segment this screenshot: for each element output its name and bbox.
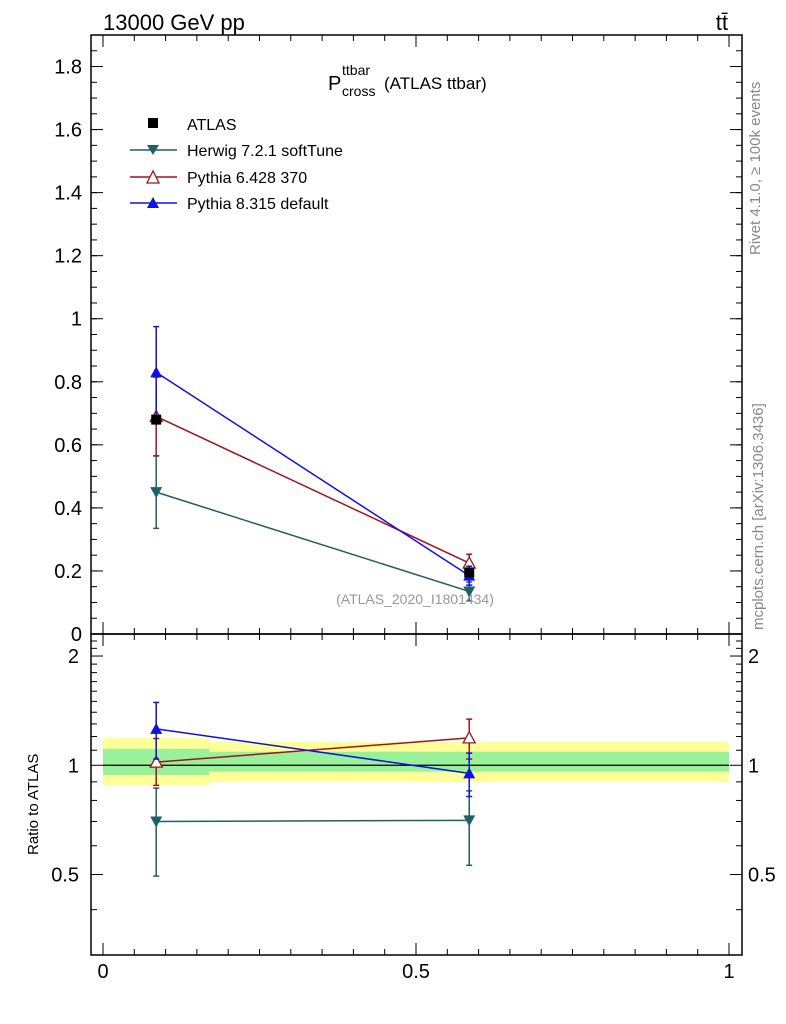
ratio-y-tick-label: 2 bbox=[68, 646, 79, 668]
ratio-data-point bbox=[463, 815, 476, 827]
ratio-data-point bbox=[462, 730, 477, 744]
legend-marker-triangle-up bbox=[147, 197, 159, 208]
ratio-frame bbox=[90, 633, 743, 956]
side-label-mcplots: mcplots.cern.ch [arXiv:1306.3436] bbox=[750, 403, 767, 630]
y-tick-label: 1 bbox=[71, 309, 82, 331]
ratio-data-point bbox=[150, 816, 163, 828]
y-tick-label: 1.2 bbox=[54, 246, 82, 268]
y-tick-label: 0.4 bbox=[54, 498, 82, 520]
y-tick-label: 1.8 bbox=[54, 57, 82, 79]
title-suffix: (ATLAS ttbar) bbox=[384, 74, 487, 93]
y-tick-label: 0 bbox=[71, 624, 82, 646]
title-superscript: ttbar bbox=[342, 62, 370, 78]
data-point bbox=[150, 487, 163, 499]
legend-label-herwig: Herwig 7.2.1 softTune bbox=[187, 143, 343, 160]
series-line bbox=[155, 491, 470, 593]
ratio-y-tick-label-right: 0.5 bbox=[748, 864, 776, 886]
y-tick-label: 0.6 bbox=[54, 435, 82, 457]
legend-marker-square bbox=[148, 118, 158, 128]
analysis-id-label: (ATLAS_2020_I1801434) bbox=[336, 591, 494, 607]
ratio-y-tick-label: 1 bbox=[68, 755, 79, 777]
title-subscript: cross bbox=[342, 83, 375, 99]
legend-entry-pythia8: Pythia 8.315 default bbox=[130, 196, 329, 213]
data-point bbox=[151, 414, 162, 425]
x-tick-label: 0 bbox=[97, 961, 108, 983]
legend-entry-atlas: ATLAS bbox=[148, 117, 237, 134]
y-tick-label: 1.4 bbox=[54, 183, 82, 205]
ratio-series-line bbox=[156, 737, 470, 763]
main-panel: 0 0.2 0.4 0.6 0.8 1 1.2 1.4 1.6 1.8 bbox=[54, 34, 743, 646]
series-line bbox=[155, 371, 470, 577]
side-label-rivet: Rivet 4.1.0, ≥ 100k events bbox=[747, 82, 764, 255]
legend-entry-herwig: Herwig 7.2.1 softTune bbox=[130, 143, 343, 160]
data-point bbox=[463, 586, 476, 598]
y-tick-label: 1.6 bbox=[54, 120, 82, 142]
ratio-series-line bbox=[156, 728, 470, 775]
y-tick-label: 0.2 bbox=[54, 561, 82, 583]
series-line bbox=[155, 415, 470, 564]
legend: ATLAS Herwig 7.2.1 softTune Pythia 6.428… bbox=[130, 117, 343, 213]
ratio-panel: 0.5 0.5 1 1 2 2 0 0.5 1 bbox=[51, 633, 776, 983]
x-tick-label: 0.5 bbox=[402, 961, 430, 983]
ratio-y-tick-label-right: 1 bbox=[748, 755, 759, 777]
title-main: P bbox=[328, 73, 341, 95]
legend-marker-triangle-up-open bbox=[145, 169, 161, 184]
legend-entry-pythia6: Pythia 6.428 370 bbox=[130, 169, 307, 187]
ratio-data-point bbox=[150, 722, 163, 734]
ratio-data-point bbox=[149, 754, 164, 768]
energy-label: 13000 GeV pp bbox=[103, 10, 245, 35]
legend-label-pythia8: Pythia 8.315 default bbox=[187, 196, 329, 213]
plot-title: P ttbar cross (ATLAS ttbar) bbox=[328, 62, 487, 99]
data-point bbox=[464, 567, 475, 578]
legend-label-pythia6: Pythia 6.428 370 bbox=[187, 170, 307, 187]
ratio-y-tick-label: 0.5 bbox=[51, 864, 79, 886]
process-label: tt̄ bbox=[716, 10, 728, 35]
ratio-y-tick-label-right: 2 bbox=[748, 646, 759, 668]
ratio-data-point bbox=[463, 767, 476, 779]
legend-label-atlas: ATLAS bbox=[187, 117, 237, 134]
ratio-series-line bbox=[156, 819, 470, 823]
ratio-ylabel: Ratio to ATLAS bbox=[25, 754, 42, 855]
legend-marker-triangle-down bbox=[147, 145, 159, 155]
x-tick-label: 1 bbox=[723, 961, 734, 983]
data-point bbox=[150, 366, 163, 378]
y-tick-label: 0.8 bbox=[54, 372, 82, 394]
